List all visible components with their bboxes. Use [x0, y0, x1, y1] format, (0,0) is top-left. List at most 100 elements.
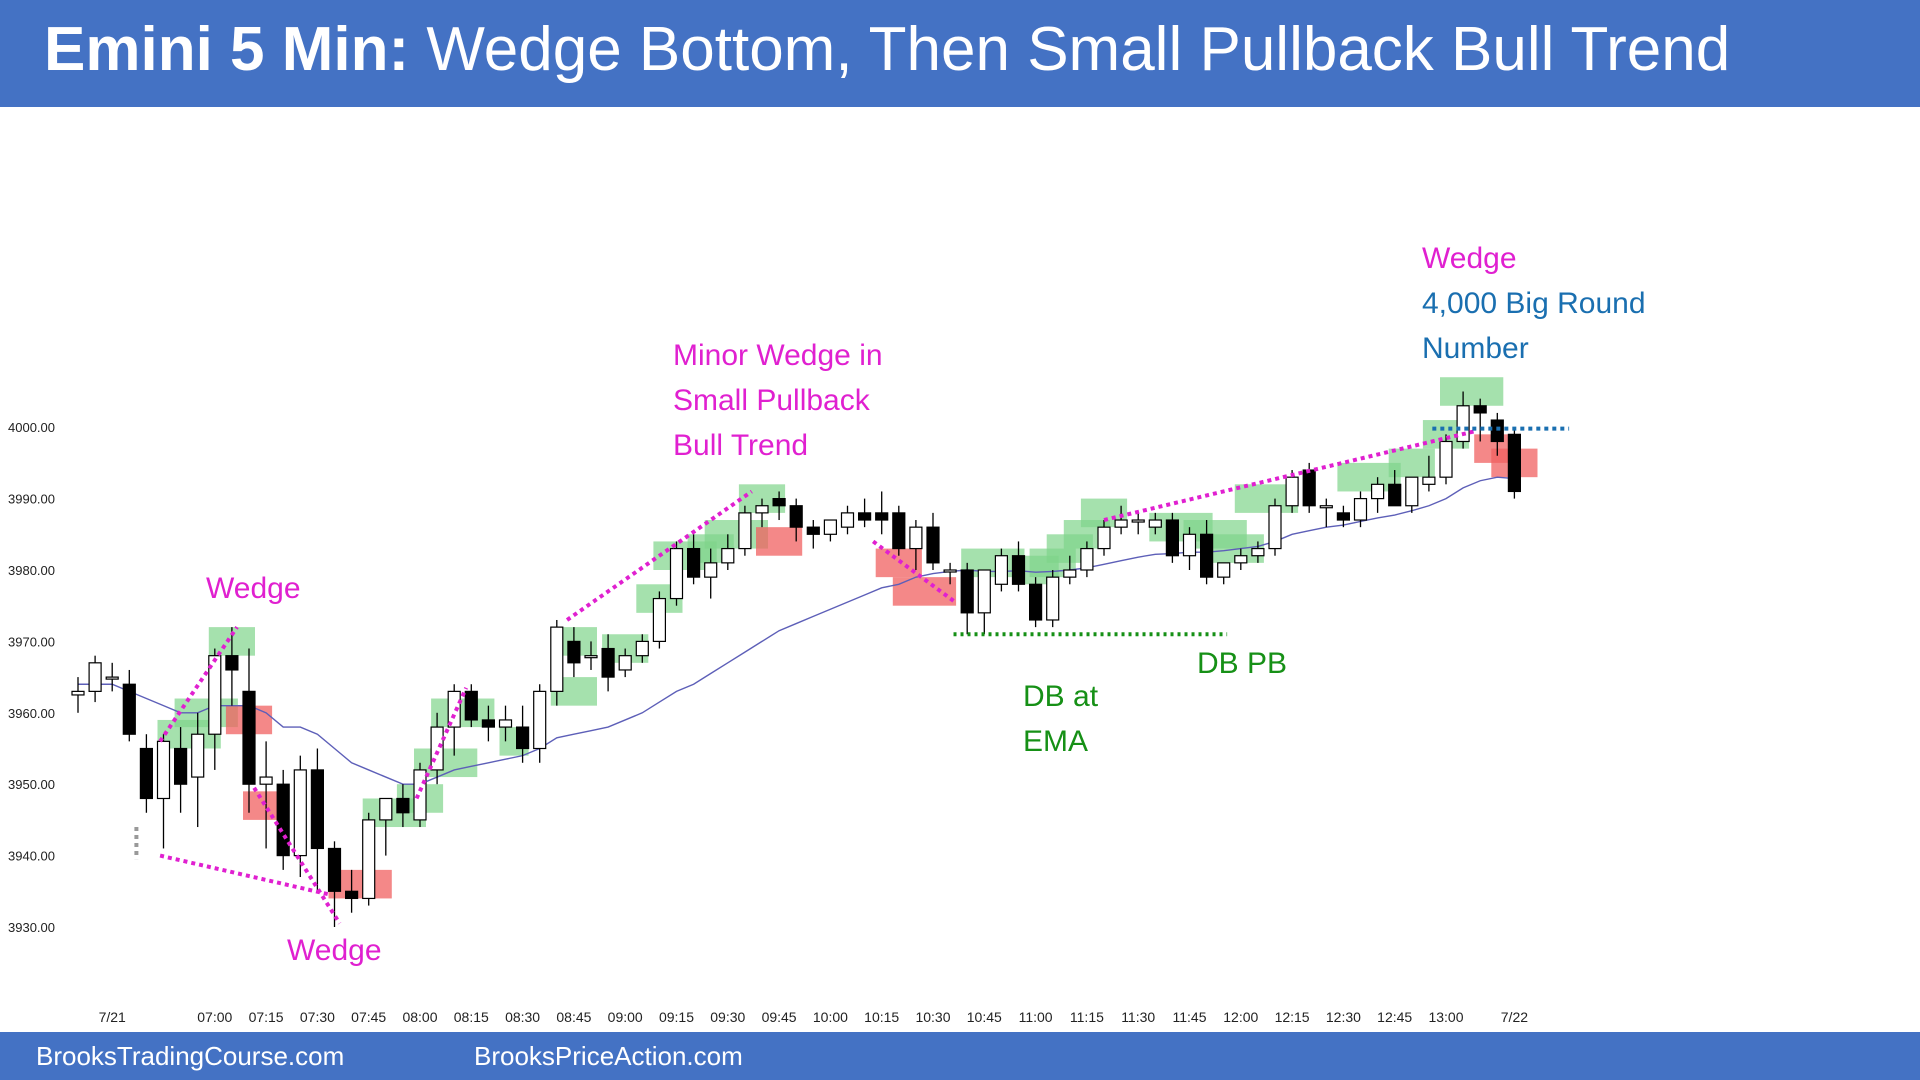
candle	[721, 534, 735, 570]
buy-signal-box	[1388, 448, 1435, 478]
candle	[823, 519, 838, 542]
candle	[156, 734, 171, 849]
bull-candle-body	[1319, 505, 1333, 509]
bear-candle-body	[1473, 405, 1487, 414]
bull-candle-body	[1456, 405, 1470, 443]
bull-candle-body	[1353, 498, 1368, 521]
bear-candle-body	[806, 526, 820, 535]
x-tick-label: 11:45	[1173, 1009, 1207, 1025]
footer-right-link[interactable]: BrooksPriceAction.com	[474, 1041, 743, 1071]
x-tick-label: 13:00	[1428, 1009, 1463, 1025]
title-bar: Emini 5 Min: Wedge Bottom, Then Small Pu…	[0, 0, 1920, 107]
bull-candle-body	[1405, 476, 1419, 507]
bear-candle-body	[396, 797, 410, 814]
x-tick-label: 7/21	[99, 1009, 126, 1025]
bear-candle-body	[1388, 483, 1402, 507]
bull-candle-body	[1285, 476, 1299, 507]
candle	[1097, 520, 1111, 556]
bear-candle-body	[1199, 533, 1214, 578]
candle	[515, 705, 530, 763]
bull-candle-body	[550, 626, 564, 692]
bull-candle-body	[721, 547, 735, 564]
x-tick-label: 12:00	[1223, 1009, 1258, 1025]
x-tick-label: 08:15	[454, 1009, 489, 1025]
bear-candle-body	[960, 569, 974, 614]
candle	[1080, 541, 1094, 578]
candle	[772, 491, 786, 521]
bear-candle-body	[174, 747, 188, 785]
candle	[1285, 470, 1299, 513]
candle	[926, 512, 940, 570]
candle	[1217, 562, 1231, 585]
candle	[1165, 512, 1180, 563]
candle	[259, 741, 273, 849]
bull-candle-body	[1114, 519, 1128, 528]
x-tick-label: 10:45	[967, 1009, 1002, 1025]
wedge-trendline	[871, 539, 957, 604]
x-tick-label: 10:15	[864, 1009, 899, 1025]
bull-candle-body	[430, 726, 444, 771]
title-bold: Emini 5 Min:	[44, 15, 410, 84]
bear-candle-body	[1336, 512, 1351, 521]
bull-candle-body	[635, 640, 649, 657]
chart-annotation: Small Pullback	[673, 384, 871, 417]
bull-candle-body	[823, 519, 838, 535]
bull-candle-body	[413, 769, 427, 821]
footer-bar: BrooksTradingCourse.com BrooksPriceActio…	[0, 1032, 1920, 1080]
candle	[960, 562, 974, 635]
wedge-trendline	[252, 786, 342, 925]
candle	[1353, 491, 1368, 528]
sell-signal-box	[756, 527, 803, 556]
candle	[1302, 462, 1316, 513]
bull-candle-body	[1131, 519, 1145, 523]
candle	[139, 734, 153, 813]
chart-annotation: Wedge	[287, 934, 382, 967]
candle	[533, 684, 547, 763]
bull-candle-body	[704, 562, 718, 578]
bull-candle-body	[669, 547, 684, 600]
bear-candle-body	[327, 847, 342, 892]
bear-candle-body	[242, 690, 256, 785]
bull-candle-body	[1046, 576, 1060, 621]
candle	[1063, 555, 1077, 585]
bull-candle-body	[1370, 483, 1385, 500]
chart-annotation: Wedge	[206, 572, 301, 605]
bull-candle-body	[293, 769, 307, 857]
bear-candle-body	[276, 783, 290, 857]
bull-candle-body	[840, 512, 855, 528]
bull-candle-body	[618, 655, 632, 671]
candle	[242, 648, 256, 813]
candle	[1388, 470, 1402, 507]
candle	[584, 641, 598, 670]
y-tick-label: 3990.00	[8, 492, 55, 507]
bull-candle-body	[379, 797, 393, 821]
bear-candle-body	[567, 640, 581, 664]
candle	[618, 648, 632, 678]
candle	[464, 684, 478, 728]
bull-candle-body	[652, 597, 667, 642]
bear-candle-body	[139, 747, 153, 800]
wedge-trendline	[159, 853, 332, 897]
footer-left-link[interactable]: BrooksTradingCourse.com	[36, 1041, 345, 1071]
x-tick-label: 08:45	[556, 1009, 591, 1025]
x-tick-label: 07:00	[197, 1009, 232, 1025]
bull-candle-body	[738, 512, 752, 550]
candle	[601, 634, 615, 692]
candle	[704, 548, 718, 599]
candle	[105, 662, 119, 692]
candle	[174, 727, 188, 813]
candle	[362, 812, 376, 906]
chart-annotation: DB at	[1023, 680, 1099, 713]
bull-candle-body	[1080, 547, 1094, 571]
bear-candle-body	[926, 526, 940, 564]
bull-candle-body	[498, 719, 513, 728]
bull-candle-body	[447, 690, 461, 728]
candle	[293, 755, 307, 878]
bear-candle-body	[892, 512, 906, 550]
candle	[1251, 541, 1265, 563]
candlestick-chart: 3930.00 3940.00 3950.00 3960.00 3970.00 3980.…	[8, 242, 1646, 1025]
bear-candle-body	[601, 647, 615, 678]
candle	[1405, 476, 1419, 513]
y-tick-label: 3960.00	[8, 706, 55, 721]
bear-candle-body	[1507, 433, 1522, 493]
